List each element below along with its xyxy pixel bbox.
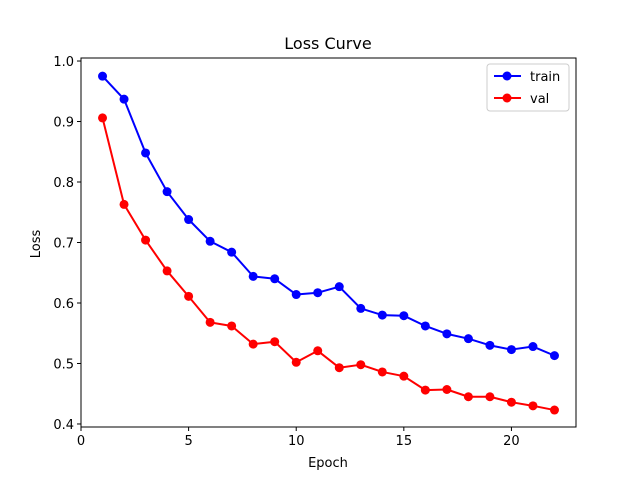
- data-point-val: [162, 266, 172, 276]
- legend-swatch-marker: [502, 93, 512, 103]
- data-point-val: [227, 321, 237, 331]
- data-point-train: [463, 334, 473, 344]
- data-point-val: [334, 363, 344, 373]
- data-point-train: [334, 282, 344, 292]
- x-tick-label: 10: [288, 434, 305, 449]
- data-point-val: [291, 357, 301, 367]
- data-point-val: [442, 384, 452, 394]
- data-point-train: [98, 71, 108, 81]
- data-point-val: [399, 371, 409, 381]
- data-point-train: [162, 187, 172, 197]
- legend-label-train: train: [530, 70, 560, 85]
- data-point-val: [184, 291, 194, 301]
- data-point-val: [528, 401, 538, 411]
- x-axis-title: Epoch: [308, 456, 348, 471]
- data-point-train: [248, 271, 258, 281]
- data-point-train: [528, 342, 538, 352]
- y-axis-title: Loss: [29, 230, 44, 259]
- data-point-val: [98, 113, 108, 123]
- y-tick-label: 0.7: [53, 237, 74, 252]
- y-tick-label: 0.6: [53, 297, 74, 312]
- legend: train val: [486, 63, 570, 112]
- data-point-train: [270, 274, 280, 284]
- x-tick-label: 15: [396, 434, 413, 449]
- data-point-train: [119, 94, 129, 104]
- data-point-val: [420, 385, 430, 395]
- y-tick-label: 0.5: [53, 357, 74, 372]
- x-tick-label: 5: [184, 434, 192, 449]
- data-point-train: [399, 311, 409, 321]
- data-point-train: [506, 345, 516, 355]
- data-point-train: [205, 236, 215, 246]
- data-point-val: [313, 346, 323, 356]
- data-point-val: [270, 337, 280, 347]
- data-point-val: [485, 392, 495, 402]
- data-point-val: [549, 405, 559, 415]
- legend-swatch-marker: [502, 71, 512, 81]
- data-point-train: [356, 303, 366, 313]
- data-point-train: [313, 288, 323, 298]
- data-point-train: [184, 215, 194, 225]
- series-line-val: [101, 117, 555, 412]
- data-point-val: [205, 317, 215, 327]
- data-point-train: [227, 247, 237, 257]
- data-point-train: [442, 329, 452, 339]
- data-point-train: [291, 290, 301, 300]
- data-point-train: [420, 321, 430, 331]
- plot-area: 0 5 10 15 20 0.4 0.5 0.6 0.7 0.8 0.9 1.0: [53, 55, 577, 449]
- x-tick-label: 0: [77, 434, 85, 449]
- data-point-val: [248, 339, 258, 349]
- chart-title: Loss Curve: [284, 34, 371, 53]
- data-point-train: [141, 148, 151, 158]
- y-tick-label: 1.0: [53, 55, 74, 70]
- data-point-train: [377, 310, 387, 320]
- data-point-val: [141, 235, 151, 245]
- data-point-val: [356, 360, 366, 370]
- series-line-train: [101, 75, 555, 357]
- x-tick-label: 20: [503, 434, 520, 449]
- data-point-val: [463, 392, 473, 402]
- y-tick-label: 0.4: [53, 418, 74, 433]
- data-point-train: [549, 351, 559, 361]
- data-point-val: [377, 367, 387, 377]
- data-point-val: [506, 397, 516, 407]
- data-point-train: [485, 340, 495, 350]
- y-tick-label: 0.9: [53, 116, 74, 131]
- legend-label-val: val: [530, 92, 549, 107]
- y-tick-label: 0.8: [53, 176, 74, 191]
- data-point-val: [119, 199, 129, 209]
